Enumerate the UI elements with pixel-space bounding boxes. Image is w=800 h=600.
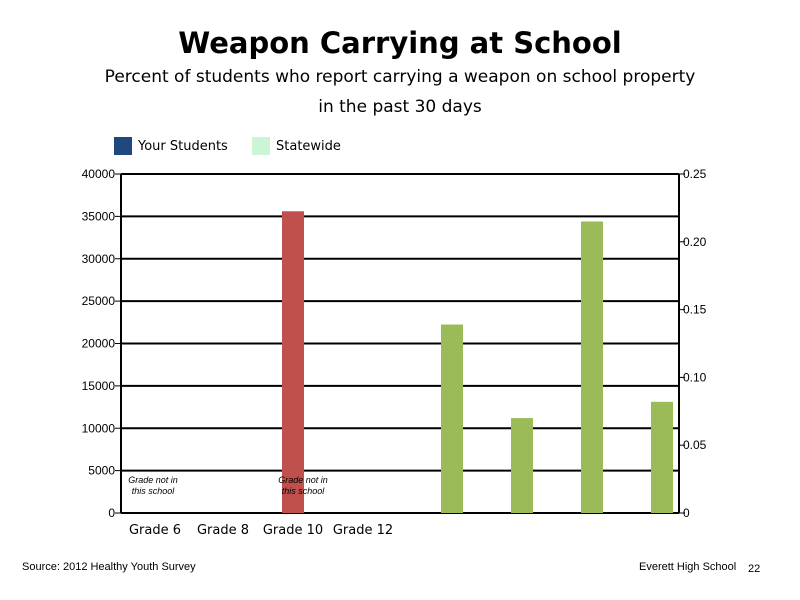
page-number: 22 — [748, 563, 761, 575]
bar — [282, 211, 304, 514]
bar — [581, 221, 603, 513]
annotation-line2: this school — [282, 486, 326, 496]
left-axis-tick-label: 40000 — [82, 167, 116, 181]
right-axis-tick-label: 0.10 — [683, 370, 707, 384]
chart-title: Weapon Carrying at School — [178, 26, 622, 60]
right-axis-tick-label: 0 — [683, 506, 690, 520]
right-axis-tick-label: 0.25 — [683, 167, 707, 181]
left-axis-tick-label: 25000 — [82, 294, 116, 308]
chart-subtitle-line2: in the past 30 days — [318, 97, 482, 117]
left-axis-tick-label: 5000 — [88, 464, 115, 478]
left-axis-tick-label: 0 — [108, 506, 115, 520]
legend-swatch-statewide — [252, 137, 270, 155]
source-note: Source: 2012 Healthy Youth Survey — [22, 561, 196, 573]
legend-label-statewide: Statewide — [276, 138, 341, 154]
annotation-line1: Grade not in — [278, 475, 328, 485]
left-axis-tick-label: 35000 — [82, 209, 116, 223]
annotation-line2: this school — [132, 486, 176, 496]
category-label: Grade 6 — [129, 523, 181, 538]
right-axis-tick-label: 0.05 — [683, 438, 707, 452]
legend-item-your-students: Your Students — [114, 137, 228, 155]
category-label: Grade 8 — [197, 523, 249, 538]
right-axis-tick-label: 0.15 — [683, 303, 707, 317]
legend-label-your-students: Your Students — [138, 138, 228, 154]
left-axis-tick-label: 10000 — [82, 421, 116, 435]
legend-swatch-your-students — [114, 137, 132, 155]
category-label: Grade 10 — [263, 523, 323, 538]
chart-subtitle-line1: Percent of students who report carrying … — [104, 67, 696, 87]
legend-item-statewide: Statewide — [252, 137, 341, 155]
annotation-line1: Grade not in — [128, 475, 178, 485]
bar — [441, 324, 463, 513]
category-label: Grade 12 — [333, 523, 393, 538]
school-name: Everett High School — [639, 561, 737, 573]
left-axis-tick-label: 30000 — [82, 252, 116, 266]
left-axis-tick-label: 15000 — [82, 379, 116, 393]
bar — [511, 418, 533, 513]
right-axis-tick-label: 0.20 — [683, 235, 707, 249]
bar — [651, 401, 673, 513]
left-axis-tick-label: 20000 — [82, 337, 116, 351]
